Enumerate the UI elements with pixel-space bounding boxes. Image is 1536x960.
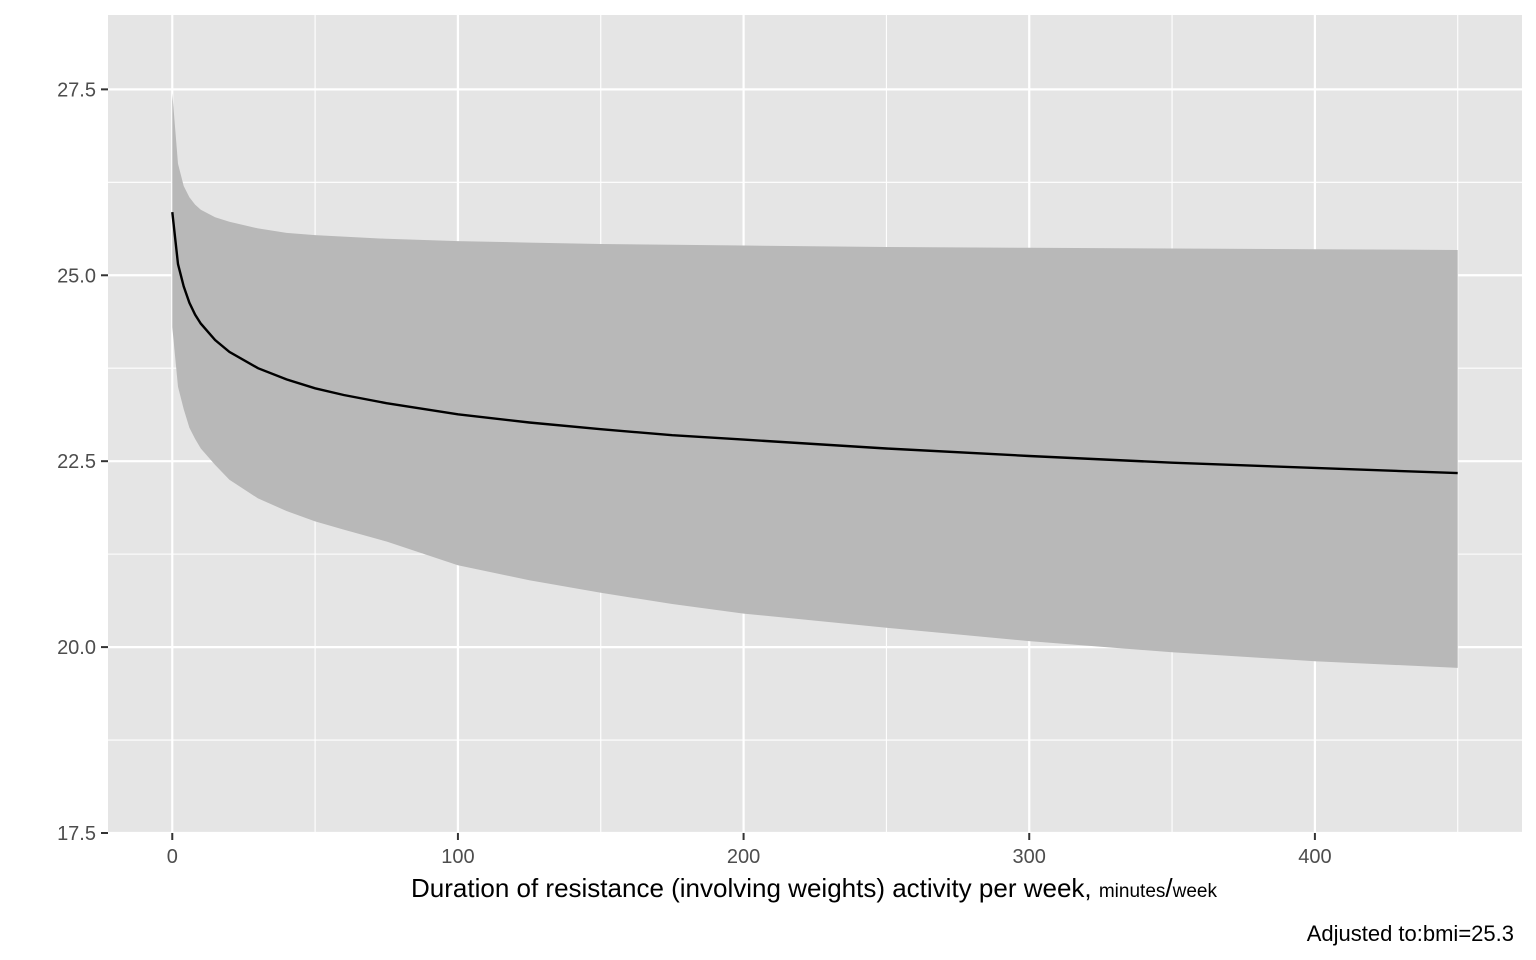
y-axis: 17.5 20.0 22.5 25.0 27.5 — [57, 79, 108, 845]
x-axis-unit-numerator: minutes — [1099, 881, 1166, 902]
x-tick-label: 400 — [1298, 846, 1331, 868]
x-axis-title-main: Duration of resistance (involving weight… — [411, 873, 1099, 903]
adjustment-caption: Adjusted to:bmi=25.3 — [1307, 921, 1514, 946]
x-axis-title: Duration of resistance (involving weight… — [411, 873, 1217, 903]
x-tick-label: 0 — [167, 846, 178, 868]
y-tick-label: 22.5 — [57, 451, 96, 473]
x-tick-label: 100 — [441, 846, 474, 868]
y-tick-label: 20.0 — [57, 637, 96, 659]
y-tick-label: 25.0 — [57, 265, 96, 287]
x-tick-label: 200 — [727, 846, 760, 868]
y-tick-label: 27.5 — [57, 79, 96, 101]
x-axis-unit-denominator: week — [1172, 881, 1218, 902]
x-axis-unit-separator: / — [1165, 873, 1173, 903]
x-axis: 0 100 200 300 400 — [167, 833, 1332, 868]
spline-curve — [171, 211, 1458, 475]
y-tick-label: 17.5 — [57, 823, 96, 845]
x-tick-label: 300 — [1013, 846, 1046, 868]
confidence-ribbon — [172, 93, 1458, 668]
